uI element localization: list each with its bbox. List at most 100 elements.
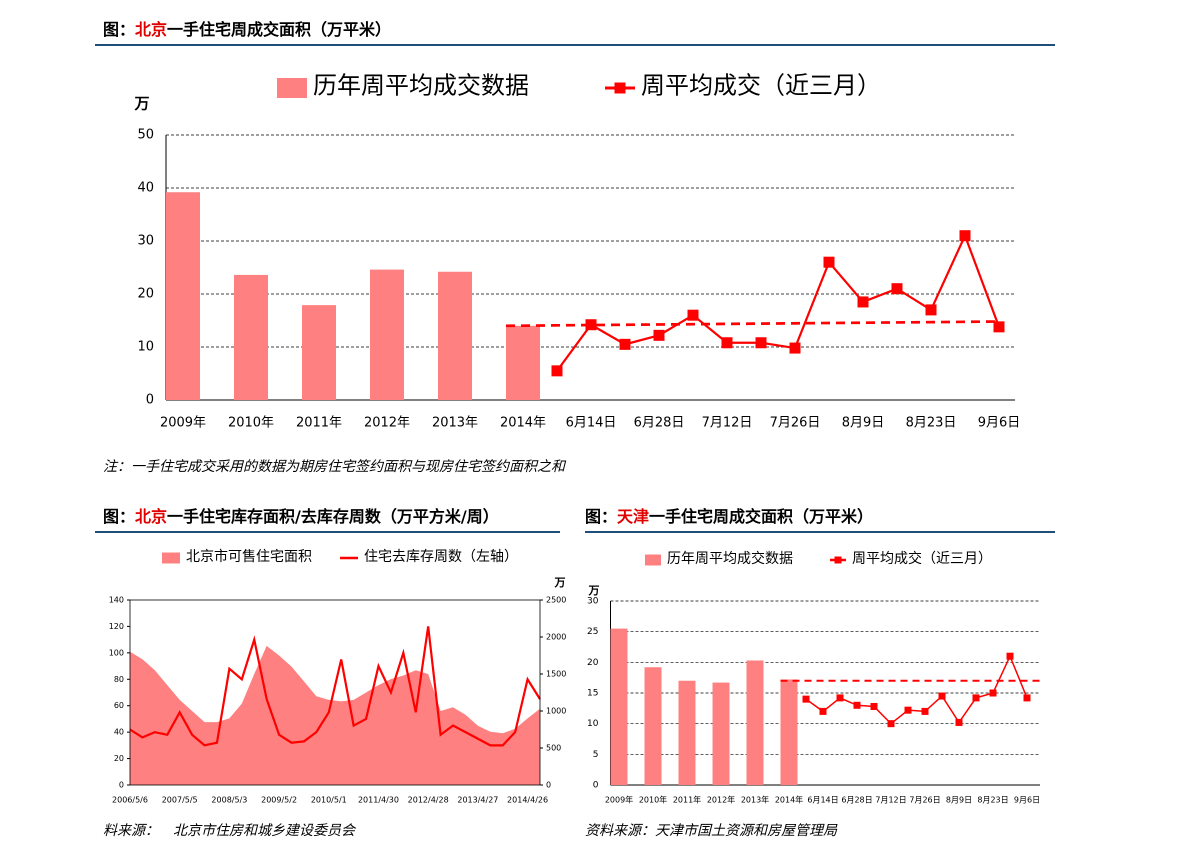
source-text: 天津市国土资源和房屋管理局 xyxy=(655,823,838,839)
y-tick-label: 120 xyxy=(109,622,124,631)
bar xyxy=(234,274,268,400)
legend-swatch xyxy=(162,552,180,564)
point xyxy=(921,707,929,715)
x-tick-label: 8月23日 xyxy=(977,796,1008,805)
y-unit: 万 xyxy=(588,584,600,597)
point xyxy=(972,694,980,702)
point xyxy=(585,319,597,331)
point xyxy=(823,256,835,268)
y-tick-label: 100 xyxy=(109,648,124,657)
y-tick-label: 50 xyxy=(137,128,154,143)
source-label: 料来源： xyxy=(103,823,159,839)
x-tick-label: 2011年 xyxy=(673,795,701,805)
point xyxy=(938,692,946,700)
source-text: 北京市住房和城乡建设委员会 xyxy=(173,823,357,839)
x-tick-label: 2013年 xyxy=(741,795,769,805)
bar xyxy=(438,271,472,400)
point xyxy=(959,230,971,242)
point xyxy=(1006,652,1014,660)
point xyxy=(857,296,869,308)
y2-tick-label: 1000 xyxy=(546,707,566,716)
bar xyxy=(506,325,540,400)
trend-line xyxy=(505,320,998,328)
y-tick-label: 40 xyxy=(114,728,124,737)
source: 料来源： 北京市住房和城乡建设委员会 xyxy=(103,823,357,839)
header: 图：天津一手住宅周成交面积（万平米） xyxy=(585,507,873,526)
x-tick-label: 9月6日 xyxy=(1014,796,1040,805)
x-tick-label: 2012年 xyxy=(364,416,410,431)
legend-marker xyxy=(614,82,626,94)
x-tick-label: 2012年 xyxy=(707,795,735,805)
y2-tick-label: 500 xyxy=(546,744,561,753)
x-tick-label: 8月9日 xyxy=(842,416,885,431)
y-tick-label: 30 xyxy=(587,597,599,607)
point xyxy=(993,321,1005,333)
y-tick-label: 10 xyxy=(137,340,154,355)
point xyxy=(789,342,801,354)
point xyxy=(653,329,665,341)
x-tick-label: 6月28日 xyxy=(634,416,685,431)
x-tick-label: 7月26日 xyxy=(770,416,821,431)
y-tick-label: 5 xyxy=(593,750,599,760)
y2-tick-label: 0 xyxy=(546,781,551,790)
legend-label: 历年周平均成交数据 xyxy=(667,550,793,567)
point xyxy=(819,707,827,715)
legend-marker xyxy=(834,556,842,564)
y2-tick-label: 2500 xyxy=(546,596,566,605)
point xyxy=(887,720,895,728)
x-tick-label: 2009/5/2 xyxy=(261,796,297,805)
x-tick-label: 2006/5/6 xyxy=(112,796,148,805)
x-tick-label: 2011/4/30 xyxy=(358,796,399,805)
x-tick-label: 2012/4/28 xyxy=(408,796,449,805)
x-tick-label: 2014/4/26 xyxy=(507,796,548,805)
point xyxy=(870,702,878,710)
x-tick-label: 8月9日 xyxy=(946,796,972,805)
source-label: 资料来源： xyxy=(585,823,655,839)
y-tick-label: 20 xyxy=(137,287,154,302)
x-tick-label: 6月14日 xyxy=(807,796,838,805)
point xyxy=(925,304,937,316)
x-tick-label: 2014年 xyxy=(500,416,546,431)
x-tick-label: 6月28日 xyxy=(841,796,872,805)
y-unit: 万 xyxy=(133,95,149,113)
header-rest: 一手住宅周成交面积（万平米） xyxy=(167,20,391,39)
source: 资料来源：天津市国土资源和房屋管理局 xyxy=(585,823,838,839)
bar xyxy=(678,680,696,785)
y-tick-label: 20 xyxy=(587,658,599,668)
header-city: 北京 xyxy=(135,507,167,526)
bar xyxy=(644,667,662,785)
y2-tick-label: 1500 xyxy=(546,670,566,679)
y-tick-label: 20 xyxy=(114,754,124,763)
bar xyxy=(712,682,730,785)
y-tick-label: 140 xyxy=(109,596,124,605)
point xyxy=(755,337,767,349)
y-tick-label: 80 xyxy=(114,675,124,684)
y-tick-label: 40 xyxy=(137,181,154,196)
x-tick-label: 2014年 xyxy=(775,795,803,805)
point xyxy=(853,701,861,709)
area xyxy=(130,645,540,785)
header-rest: 一手住宅库存面积/去库存周数（万平方米/周） xyxy=(167,507,499,526)
point xyxy=(619,338,631,350)
point xyxy=(955,718,963,726)
x-tick-label: 2013/4/27 xyxy=(457,796,498,805)
y-tick-label: 25 xyxy=(587,627,598,637)
header: 图：北京一手住宅周成交面积（万平米） xyxy=(103,20,391,39)
x-tick-label: 9月6日 xyxy=(978,416,1021,431)
y2-tick-label: 2000 xyxy=(546,633,566,642)
y-tick-label: 0 xyxy=(146,393,154,408)
x-tick-label: 2011年 xyxy=(296,416,342,431)
y-tick-label: 15 xyxy=(587,689,598,699)
x-tick-label: 2007/5/5 xyxy=(162,796,198,805)
x-tick-label: 2008/5/3 xyxy=(211,796,247,805)
point xyxy=(989,689,997,697)
y-tick-label: 0 xyxy=(119,781,124,790)
y-tick-label: 30 xyxy=(137,234,154,249)
x-tick-label: 2010年 xyxy=(228,416,274,431)
legend-swatch xyxy=(277,78,307,98)
bar xyxy=(780,679,798,785)
point xyxy=(687,309,699,321)
line xyxy=(556,232,1001,372)
y2-unit: 万 xyxy=(554,576,566,589)
